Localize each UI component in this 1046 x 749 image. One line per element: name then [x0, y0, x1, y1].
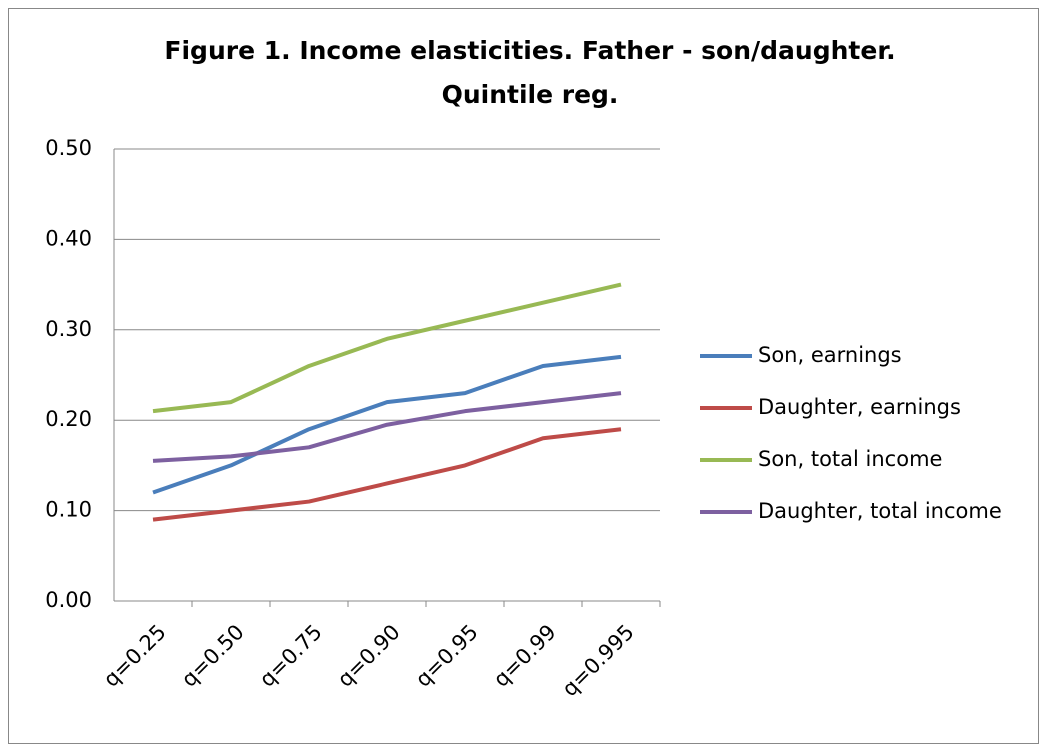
legend-label: Son, earnings: [758, 343, 902, 367]
series-line: [152, 391, 622, 463]
series-line: [152, 354, 622, 495]
x-tick-label: q=0.90: [333, 620, 405, 692]
chart-title: Figure 1. Income elasticities. Father - …: [164, 36, 895, 65]
x-tick-label: q=0.99: [489, 620, 561, 692]
series-line: [152, 282, 622, 414]
y-tick-label: 0.20: [45, 407, 92, 431]
x-tick-label: q=0.75: [255, 620, 327, 692]
y-tick-label: 0.30: [45, 317, 92, 341]
legend-label: Son, total income: [758, 447, 942, 471]
chart-title: Quintile reg.: [442, 80, 619, 109]
x-tick-label: q=0.25: [99, 620, 171, 692]
legend-label: Daughter, total income: [758, 499, 1002, 523]
y-tick-label: 0.00: [45, 588, 92, 612]
chart-frame: [8, 8, 1039, 744]
legend-label: Daughter, earnings: [758, 395, 961, 419]
y-tick-label: 0.10: [45, 498, 92, 522]
x-tick-label: q=0.50: [177, 620, 249, 692]
y-tick-label: 0.50: [45, 136, 92, 160]
x-tick-label: q=0.995: [557, 620, 638, 701]
x-tick-label: q=0.95: [411, 620, 483, 692]
y-tick-label: 0.40: [45, 226, 92, 250]
series-line: [152, 427, 622, 522]
